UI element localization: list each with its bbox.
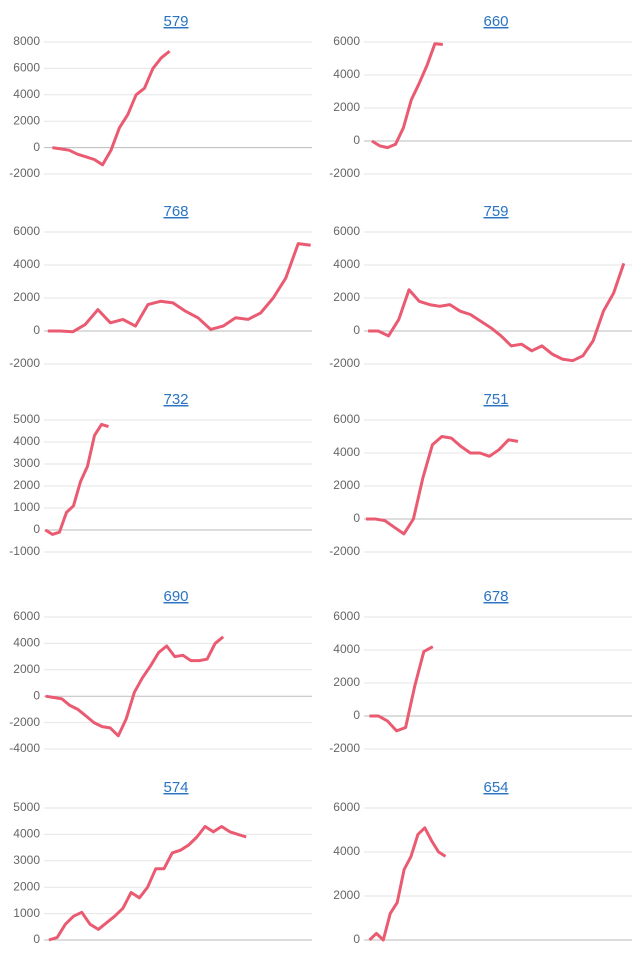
data-line (45, 635, 225, 738)
data-line (369, 645, 434, 733)
y-tick-label: 2000 (333, 888, 360, 902)
y-tick-label: 3000 (13, 456, 40, 470)
y-tick-label: 4000 (333, 642, 360, 656)
y-tick-label: 6000 (13, 61, 40, 75)
y-tick-label: -2000 (329, 544, 360, 558)
y-tick-label: 2000 (13, 290, 40, 304)
y-tick-label: 2000 (13, 879, 40, 893)
y-tick-label: 0 (33, 140, 40, 154)
y-tick-label: 4000 (333, 445, 360, 459)
y-tick-label: 8000 (13, 34, 40, 48)
y-tick-label: 1000 (13, 500, 40, 514)
y-tick-label: 0 (353, 708, 360, 722)
y-tick-label: -2000 (329, 741, 360, 755)
y-tick-label: -4000 (9, 741, 40, 755)
y-tick-label: 6000 (333, 609, 360, 623)
y-tick-label: 2000 (333, 478, 360, 492)
y-tick-label: 4000 (13, 257, 40, 271)
y-tick-label: 5000 (13, 412, 40, 426)
data-line (371, 42, 443, 150)
y-tick-label: 6000 (333, 34, 360, 48)
data-line (52, 50, 171, 167)
y-tick-label: 1000 (13, 906, 40, 920)
y-tick-label: 4000 (13, 87, 40, 101)
chart-title[interactable]: 732 (163, 391, 188, 408)
y-tick-label: 0 (33, 932, 40, 946)
y-tick-label: 0 (33, 323, 40, 337)
y-tick-label: -2000 (9, 356, 40, 370)
chart-title[interactable]: 768 (163, 203, 188, 220)
y-tick-label: 4000 (333, 844, 360, 858)
y-tick-label: 5000 (13, 800, 40, 814)
y-tick-label: 0 (33, 688, 40, 702)
y-tick-label: -2000 (329, 356, 360, 370)
y-tick-label: 3000 (13, 853, 40, 867)
data-line (365, 435, 519, 536)
chart-title[interactable]: 759 (483, 203, 508, 220)
y-tick-label: 4000 (13, 636, 40, 650)
y-tick-label: 2000 (13, 662, 40, 676)
chart-title[interactable]: 660 (483, 13, 508, 30)
y-tick-label: 4000 (333, 67, 360, 81)
y-tick-label: 4000 (333, 257, 360, 271)
y-tick-label: 0 (353, 511, 360, 525)
y-tick-label: 6000 (333, 800, 360, 814)
chart-title[interactable]: 690 (163, 588, 188, 605)
y-tick-label: 0 (353, 323, 360, 337)
y-tick-label: 6000 (13, 224, 40, 238)
chart-title[interactable]: 579 (163, 13, 188, 30)
y-tick-label: 4000 (13, 827, 40, 841)
data-line (44, 422, 109, 536)
y-tick-label: 0 (353, 133, 360, 147)
y-tick-label: 0 (33, 522, 40, 536)
y-tick-label: 4000 (13, 434, 40, 448)
data-line (48, 825, 247, 942)
chart-title[interactable]: 678 (483, 588, 508, 605)
data-line (368, 826, 447, 942)
y-tick-label: 2000 (333, 100, 360, 114)
y-tick-label: -2000 (9, 715, 40, 729)
data-line (47, 242, 311, 334)
chart-title[interactable]: 574 (163, 779, 188, 796)
y-tick-label: 6000 (333, 412, 360, 426)
y-tick-label: 0 (353, 932, 360, 946)
chart-title[interactable]: 751 (483, 391, 508, 408)
y-tick-label: 2000 (13, 113, 40, 127)
chart-title[interactable]: 654 (483, 779, 508, 796)
y-tick-label: -2000 (329, 166, 360, 180)
y-tick-label: 2000 (333, 675, 360, 689)
y-tick-label: -2000 (9, 166, 40, 180)
y-tick-label: -1000 (9, 544, 40, 558)
y-tick-label: 6000 (333, 224, 360, 238)
data-line (368, 262, 626, 363)
y-tick-label: 2000 (333, 290, 360, 304)
y-tick-label: 2000 (13, 478, 40, 492)
y-tick-label: 6000 (13, 609, 40, 623)
